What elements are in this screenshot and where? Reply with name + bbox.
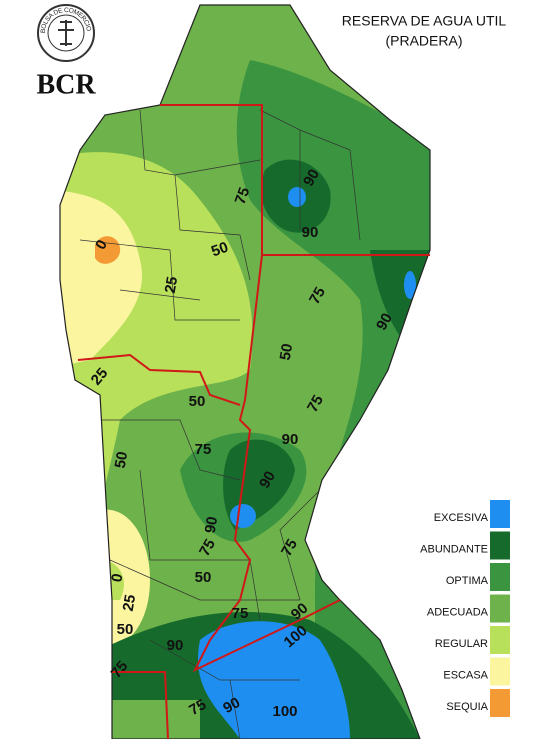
contour-label: 50 bbox=[277, 342, 297, 361]
legend: EXCESIVA ABUNDANTE OPTIMA ADECUADA REGULAR ES… bbox=[420, 500, 510, 717]
subtitle: (PRADERA) bbox=[385, 33, 462, 49]
legend-label: ADECUADA bbox=[427, 606, 489, 618]
legend-swatch bbox=[490, 563, 510, 591]
legend-swatch bbox=[490, 689, 510, 717]
contour-label: 50 bbox=[189, 393, 206, 410]
contour-label: 75 bbox=[196, 536, 219, 559]
contour-label: 90 bbox=[256, 468, 279, 491]
contour-label: 25 bbox=[162, 275, 182, 294]
contour-label: 75 bbox=[232, 185, 254, 206]
contour-label: 90 bbox=[282, 431, 299, 448]
contour-label: 90 bbox=[202, 515, 222, 534]
contour-label: 50 bbox=[112, 450, 132, 469]
logo: BOLSA DE COMERCIO DE ROSARIO BCR bbox=[0, 0, 96, 100]
legend-swatch bbox=[490, 626, 510, 654]
contour-label: 0 bbox=[108, 572, 126, 583]
legend-label: ESCASA bbox=[443, 669, 488, 681]
contour-label: 75 bbox=[186, 696, 209, 719]
contour-label: 90 bbox=[167, 637, 184, 654]
contour-label: 90 bbox=[300, 166, 323, 189]
logo-ring bbox=[37, 4, 95, 62]
district-lines bbox=[79, 109, 361, 739]
legend-label: OPTIMA bbox=[446, 575, 489, 587]
contour-label: 75 bbox=[306, 284, 329, 307]
contour-label: 75 bbox=[304, 392, 327, 415]
legend-swatch bbox=[490, 500, 510, 528]
excesiva-area bbox=[404, 271, 416, 299]
contour-label: 90 bbox=[373, 310, 396, 333]
logo-ring-text: BOLSA DE COMERCIO DE ROSARIO bbox=[0, 0, 92, 33]
contour-label: 75 bbox=[278, 536, 301, 559]
contour-label: 75 bbox=[195, 441, 212, 458]
legend-swatch bbox=[490, 657, 510, 686]
logo-emblem bbox=[58, 20, 74, 46]
contour-label: 90 bbox=[302, 224, 319, 241]
province-outline bbox=[59, 4, 431, 739]
sequia-area bbox=[95, 236, 121, 264]
adecuada-area bbox=[112, 700, 200, 739]
contour-label: 75 bbox=[232, 605, 249, 622]
legend-swatch bbox=[490, 531, 510, 560]
logo-text: BCR bbox=[36, 69, 96, 100]
logo-ring-text: BOLSA DE COMERCIO DE ROSARIO bbox=[0, 0, 92, 33]
contour-label: 100 bbox=[272, 703, 297, 720]
legend-label: REGULAR bbox=[435, 638, 488, 650]
logo-inner bbox=[47, 14, 85, 52]
legend-label: ABUNDANTE bbox=[420, 543, 488, 555]
contour-label: 90 bbox=[220, 694, 243, 717]
contour-label: 50 bbox=[209, 239, 230, 261]
legend-label: SEQUIA bbox=[446, 701, 488, 713]
contour-label: 50 bbox=[117, 621, 134, 638]
legend-swatch bbox=[490, 594, 510, 623]
contour-label: 50 bbox=[195, 569, 212, 586]
excesiva-area bbox=[288, 187, 306, 207]
legend-label: EXCESIVA bbox=[434, 512, 489, 524]
contour-label: 25 bbox=[120, 593, 140, 612]
title: RESERVA DE AGUA UTIL bbox=[342, 13, 507, 29]
excesiva-area bbox=[230, 504, 256, 528]
zone-borders bbox=[77, 104, 430, 739]
